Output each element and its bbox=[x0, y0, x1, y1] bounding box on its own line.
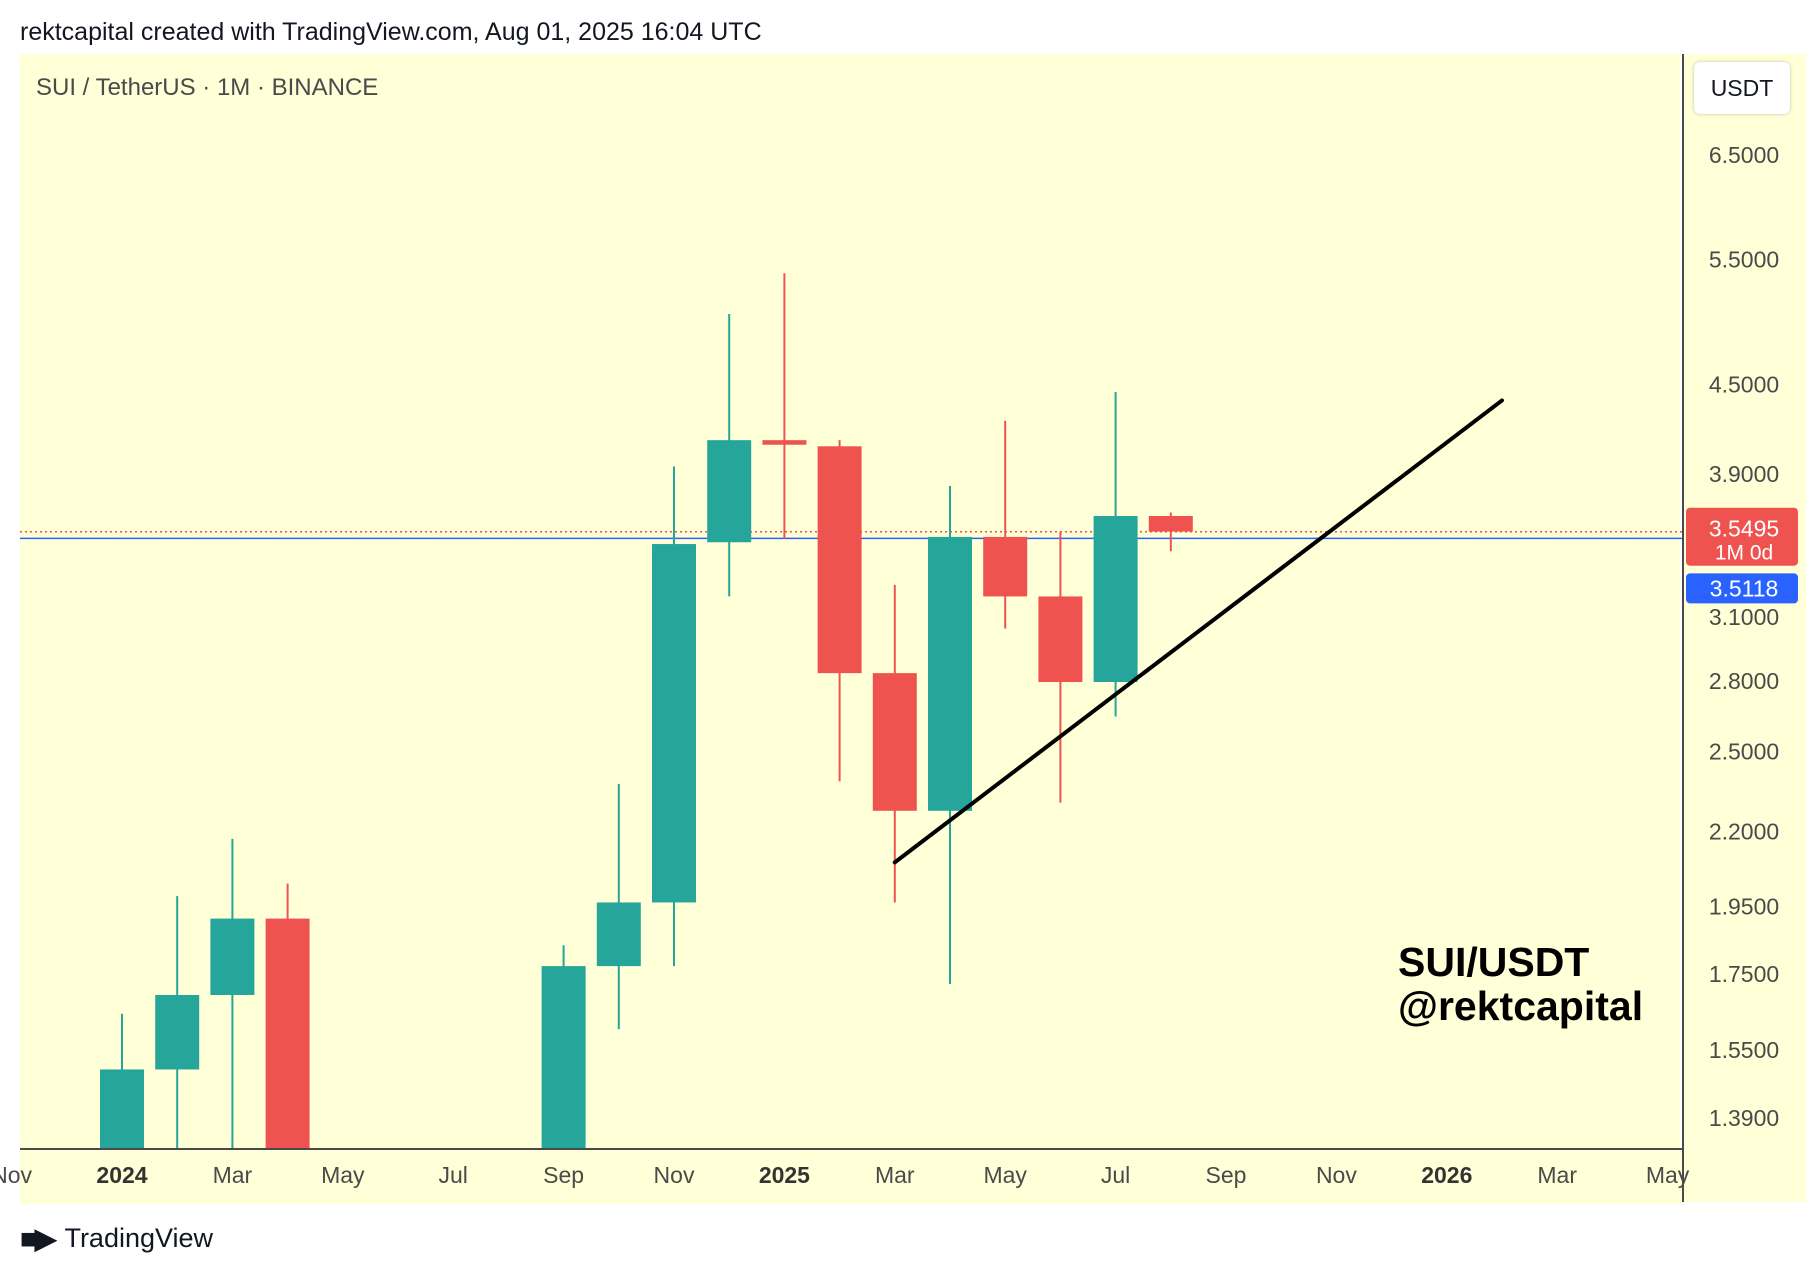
x-tick-label: Sep bbox=[1206, 1162, 1247, 1188]
currency-unit-button[interactable]: USDT bbox=[1694, 62, 1790, 114]
price-line-badge bbox=[1686, 573, 1798, 604]
x-tick-label: Nov bbox=[0, 1162, 33, 1188]
candle-body[interactable] bbox=[1038, 596, 1083, 683]
x-tick-label: May bbox=[983, 1162, 1027, 1188]
candle-body[interactable] bbox=[210, 918, 255, 995]
x-tick-label: Sep bbox=[543, 1162, 584, 1188]
x-tick-label: May bbox=[321, 1162, 365, 1188]
watermark-author: @rektcapital bbox=[1398, 983, 1644, 1029]
candle-body[interactable] bbox=[1093, 515, 1138, 683]
x-tick-label: Mar bbox=[1537, 1162, 1577, 1188]
y-tick-label: 2.5000 bbox=[1709, 739, 1779, 765]
y-tick-label: 6.5000 bbox=[1709, 142, 1779, 168]
x-tick-label: Jul bbox=[438, 1162, 467, 1188]
x-tick-label: 2024 bbox=[96, 1162, 147, 1188]
y-tick-label: 1.5500 bbox=[1709, 1037, 1779, 1063]
x-tick-label: May bbox=[1646, 1162, 1690, 1188]
candle-body[interactable] bbox=[541, 966, 586, 1148]
tradingview-logo-icon: ■▶ bbox=[20, 1223, 56, 1254]
footer-brand[interactable]: ■▶ TradingView bbox=[20, 1222, 213, 1255]
price-line-value: 3.5118 bbox=[1710, 575, 1779, 601]
y-tick-label: 2.2000 bbox=[1709, 818, 1779, 844]
price-scale[interactable] bbox=[1682, 54, 1806, 1202]
y-tick-label: 1.9500 bbox=[1709, 894, 1779, 920]
last-price-value: 3.5495 bbox=[1709, 516, 1779, 542]
candle-body[interactable] bbox=[652, 544, 696, 903]
y-tick-label: 4.5000 bbox=[1709, 372, 1779, 398]
watermark-pair: SUI/USDT bbox=[1398, 939, 1590, 985]
x-tick-label: Mar bbox=[213, 1162, 253, 1188]
y-tick-label: 1.3900 bbox=[1709, 1105, 1779, 1131]
trendline[interactable] bbox=[892, 398, 1504, 865]
candle-body[interactable] bbox=[707, 440, 752, 543]
candle-body[interactable] bbox=[762, 440, 807, 445]
x-tick-label: 2025 bbox=[759, 1162, 810, 1188]
chart-header: rektcapital created with TradingView.com… bbox=[20, 18, 762, 46]
bar-countdown: 1M 0d bbox=[1715, 542, 1773, 565]
candle-body[interactable] bbox=[596, 902, 641, 967]
candle-body[interactable] bbox=[817, 446, 862, 674]
x-tick-label: Jul bbox=[1101, 1162, 1130, 1188]
x-tick-label: Nov bbox=[1316, 1162, 1357, 1188]
candle-body[interactable] bbox=[928, 536, 972, 811]
candle-body[interactable] bbox=[983, 536, 1028, 597]
y-tick-label: 2.8000 bbox=[1709, 668, 1779, 694]
y-tick-label: 3.9000 bbox=[1709, 461, 1779, 487]
footer-brand-label: TradingView bbox=[64, 1223, 214, 1253]
y-tick-label: 1.7500 bbox=[1709, 961, 1779, 987]
y-tick-label: 5.5000 bbox=[1709, 246, 1779, 272]
x-tick-label: 2026 bbox=[1421, 1162, 1472, 1188]
time-axis[interactable] bbox=[20, 1148, 1682, 1204]
watermark: SUI/USDT @rektcapital bbox=[1398, 940, 1643, 1028]
y-tick-label: 3.1000 bbox=[1709, 604, 1779, 630]
candle-body[interactable] bbox=[265, 918, 310, 1148]
last-price-badge bbox=[1686, 507, 1798, 566]
x-tick-label: Nov bbox=[654, 1162, 695, 1188]
candle-body[interactable] bbox=[100, 1069, 144, 1148]
x-tick-label: Mar bbox=[875, 1162, 915, 1188]
symbol-label[interactable]: SUI / TetherUS · 1M · BINANCE bbox=[36, 74, 379, 101]
candle-body[interactable] bbox=[872, 673, 917, 811]
candle-body[interactable] bbox=[1148, 515, 1193, 532]
candle-body[interactable] bbox=[155, 994, 200, 1070]
